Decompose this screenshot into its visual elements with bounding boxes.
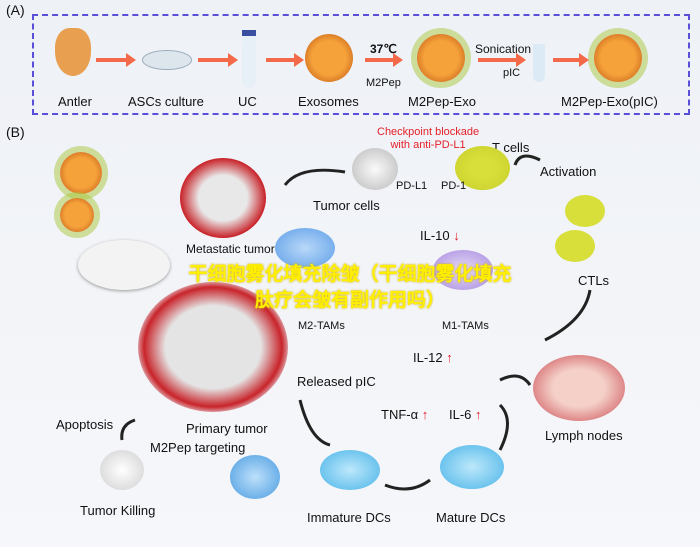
checkpoint-label: Checkpoint blockade with anti-PD-L1 — [377, 126, 480, 151]
mouse-icon — [78, 240, 170, 290]
tumor-killing-label: Tumor Killing — [80, 503, 156, 518]
panel-a-box — [32, 14, 690, 115]
pic-label: pIC — [503, 67, 521, 79]
m2-tam-icon — [275, 228, 335, 268]
sonication-label: Sonication — [475, 42, 532, 56]
arrow-tumor-to-metastatic — [283, 168, 346, 186]
arrow-dc-to-cytokine — [498, 403, 509, 451]
m1-tams-label: M1-TAMs — [442, 320, 489, 332]
arrow-icon — [365, 53, 403, 67]
m1-tam-icon — [433, 250, 493, 290]
step-label: M2Pep-Exo — [408, 94, 476, 109]
ctl-icon — [555, 230, 595, 262]
ctls-label: CTLs — [578, 273, 610, 288]
nanoparticle-icon — [60, 152, 102, 194]
step-label: Antler — [58, 94, 92, 109]
t-cell-icon — [455, 146, 510, 190]
metastatic-tumor-label: Metastatic tumor — [186, 242, 275, 256]
tnf-label: TNF-α ↑ — [381, 407, 429, 422]
mature-dcs-label: Mature DCs — [436, 510, 506, 525]
m2pep-label: M2Pep — [366, 77, 401, 89]
released-pic-label: Released pIC — [297, 374, 376, 389]
pd-1-label: PD-1 — [441, 180, 467, 192]
nanoparticle-icon — [60, 198, 94, 232]
arrow-activation — [513, 154, 541, 166]
arrow-pic-to-dc — [298, 399, 331, 447]
up-arrow-icon: ↑ — [475, 407, 482, 422]
il6-label: IL-6 ↑ — [449, 407, 482, 422]
activation-label: Activation — [540, 164, 597, 179]
m2pep-exo-pic-icon — [594, 34, 642, 82]
up-arrow-icon: ↑ — [421, 407, 429, 422]
m2pep-targeting-label: M2Pep targeting — [150, 440, 246, 455]
temperature-label: 37℃ — [370, 42, 397, 56]
sonication-tube-icon — [533, 44, 545, 82]
primary-tumor-icon — [138, 282, 288, 412]
deer-icon — [55, 28, 91, 76]
il10-label: IL-10 ↓ — [420, 228, 460, 243]
immature-dc-icon — [320, 450, 380, 490]
panel-a-label: (A) — [6, 2, 25, 18]
watermark-text: 干细胞雾化填充除皱（干细胞雾化填充肽疗会皱有副作用吗） — [188, 264, 512, 311]
macrophage-icon — [230, 455, 280, 499]
mature-dc-icon — [440, 445, 504, 489]
dead-tumor-cell-icon — [100, 450, 144, 490]
arrow-lymph-to-ctl — [544, 289, 592, 342]
tumor-cells-label: Tumor cells — [313, 198, 380, 213]
il12-label: IL-12 ↑ — [413, 350, 453, 365]
tube-icon — [242, 30, 256, 88]
immature-dcs-label: Immature DCs — [307, 510, 391, 525]
pd-l1-label: PD-L1 — [396, 180, 428, 192]
arrow-to-lymph — [499, 374, 532, 386]
arrow-icon — [96, 53, 136, 67]
arrow-apoptosis — [120, 418, 136, 441]
lymph-node-icon — [533, 355, 625, 421]
lymph-nodes-label: Lymph nodes — [545, 428, 623, 443]
step-label: Exosomes — [298, 94, 359, 109]
exosome-icon — [305, 34, 353, 82]
arrow-icon — [553, 53, 589, 67]
apoptosis-label: Apoptosis — [56, 417, 114, 432]
primary-tumor-label: Primary tumor — [186, 421, 268, 436]
ctl-icon — [565, 195, 605, 227]
arrow-icon — [266, 53, 304, 67]
step-label: M2Pep-Exo(pIC) — [561, 94, 658, 109]
up-arrow-icon: ↑ — [446, 350, 453, 365]
m2-tams-label: M2-TAMs — [298, 320, 345, 332]
arrow-icon — [198, 53, 238, 67]
tumor-cell-icon — [352, 148, 398, 190]
metastatic-tumor-icon — [180, 158, 266, 238]
petri-dish-icon — [142, 50, 192, 70]
step-label: UC — [238, 94, 257, 109]
step-label: ASCs culture — [128, 94, 204, 109]
down-arrow-icon: ↓ — [453, 228, 460, 243]
arrow-dc-maturation — [384, 478, 431, 491]
m2pep-exo-icon — [417, 34, 465, 82]
panel-b-label: (B) — [6, 124, 25, 140]
arrow-icon — [478, 53, 526, 67]
